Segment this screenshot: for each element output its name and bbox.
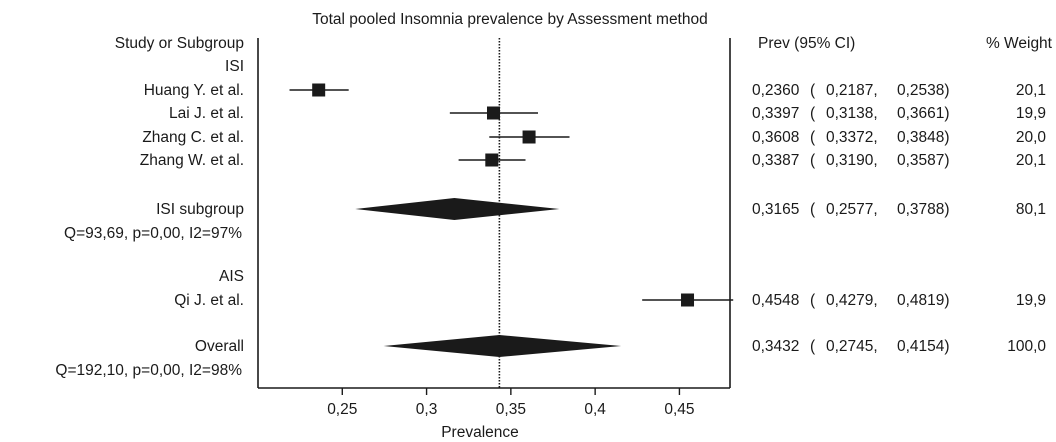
summary-label: ISI subgroup: [156, 201, 244, 218]
ci-open-paren: (: [810, 338, 816, 355]
prev-estimate: 0,3165: [752, 201, 799, 218]
prev-estimate: 0,4548: [752, 292, 799, 309]
heterogeneity-stats: Q=93,69, p=0,00, I2=97%: [64, 225, 242, 242]
prev-estimate: 0,3608: [752, 129, 799, 146]
header-study: Study or Subgroup: [115, 35, 244, 52]
point-estimate-square: [522, 130, 536, 144]
prev-estimate: 0,3432: [752, 338, 799, 355]
prev-estimate: 0,2360: [752, 82, 800, 99]
study-label: Zhang W. et al.: [140, 152, 244, 169]
summary-diamond: [355, 198, 560, 220]
ci-open-paren: (: [810, 82, 816, 99]
ci-lower: 0,4279,: [826, 292, 878, 309]
prev-estimate: 0,3397: [752, 105, 799, 122]
chart-title: Total pooled Insomnia prevalence by Asse…: [312, 11, 707, 28]
ci-upper: 0,3587): [897, 152, 950, 169]
ci-open-paren: (: [810, 201, 816, 218]
ci-upper: 0,4154): [897, 338, 950, 355]
weight-value: 19,9: [1016, 292, 1046, 309]
ci-upper: 0,2538): [897, 82, 950, 99]
ci-upper: 0,3848): [897, 129, 950, 146]
weight-value: 80,1: [1016, 201, 1046, 218]
group-label: ISI: [225, 58, 244, 75]
ci-open-paren: (: [810, 152, 816, 169]
point-estimate-square: [485, 153, 499, 167]
point-estimate-square: [486, 106, 500, 120]
ci-lower: 0,3138,: [826, 105, 878, 122]
weight-value: 20,1: [1016, 152, 1046, 169]
x-tick-label: 0,25: [327, 401, 357, 418]
ci-open-paren: (: [810, 105, 816, 122]
ci-lower: 0,2187,: [826, 82, 878, 99]
ci-lower: 0,2745,: [826, 338, 878, 355]
x-tick-label: 0,35: [496, 401, 526, 418]
ci-open-paren: (: [810, 129, 816, 146]
point-estimate-square: [312, 83, 326, 97]
summary-label: Overall: [195, 338, 244, 355]
x-axis-label: Prevalence: [441, 424, 519, 441]
study-label: Zhang C. et al.: [142, 129, 244, 146]
point-estimate-square: [681, 293, 695, 307]
ci-lower: 0,3372,: [826, 129, 878, 146]
header-weight: % Weight: [986, 35, 1053, 52]
ci-lower: 0,2577,: [826, 201, 878, 218]
heterogeneity-stats: Q=192,10, p=0,00, I2=98%: [55, 362, 242, 379]
ci-upper: 0,3788): [897, 201, 950, 218]
prev-estimate: 0,3387: [752, 152, 799, 169]
ci-upper: 0,3661): [897, 105, 950, 122]
weight-value: 20,1: [1016, 82, 1046, 99]
weight-value: 19,9: [1016, 105, 1046, 122]
study-label: Qi J. et al.: [174, 292, 244, 309]
ci-open-paren: (: [810, 292, 816, 309]
summary-diamond: [383, 335, 622, 357]
group-label: AIS: [219, 268, 244, 285]
x-tick-label: 0,3: [416, 401, 438, 418]
header-prev: Prev (95% CI): [758, 35, 855, 52]
study-label: Huang Y. et al.: [144, 82, 244, 99]
study-label: Lai J. et al.: [169, 105, 244, 122]
x-tick-label: 0,45: [664, 401, 694, 418]
weight-value: 100,0: [1007, 338, 1046, 355]
ci-upper: 0,4819): [897, 292, 950, 309]
weight-value: 20,0: [1016, 129, 1047, 146]
ci-lower: 0,3190,: [826, 152, 878, 169]
x-tick-label: 0,4: [584, 401, 606, 418]
